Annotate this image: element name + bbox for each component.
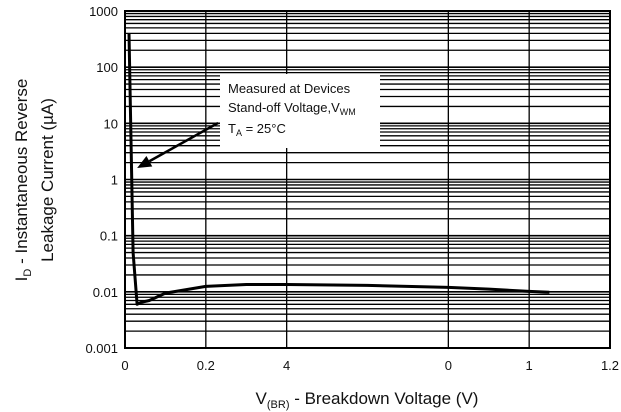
annotation-line-1: Measured at Devices bbox=[228, 81, 351, 96]
y-tick-label: 0.01 bbox=[93, 285, 118, 300]
x-tick-label: 1 bbox=[526, 358, 533, 373]
y-tick-label: 0.001 bbox=[85, 341, 118, 356]
annotation-box bbox=[220, 74, 380, 148]
y-tick-label: 1000 bbox=[89, 4, 118, 19]
annotation-arrow-head bbox=[137, 155, 153, 169]
y-tick-labels: 1000 100 10 1 0.1 0.01 0.001 bbox=[85, 4, 118, 356]
y-tick-label: 1 bbox=[111, 173, 118, 188]
x-tick-label: 1.2 bbox=[601, 358, 619, 373]
grid bbox=[124, 11, 611, 349]
x-tick-label: 0.2 bbox=[197, 358, 215, 373]
y-axis-title-line-2: Leakage Current (µA) bbox=[38, 98, 57, 262]
annotation-line-3: TA = 25°C bbox=[228, 121, 286, 138]
x-tick-label: 0 bbox=[445, 358, 452, 373]
y-tick-label: 100 bbox=[96, 60, 118, 75]
x-axis-title: V(BR) - Breakdown Voltage (V) bbox=[256, 389, 479, 411]
x-tick-label: 4 bbox=[283, 358, 290, 373]
annotation-arrow bbox=[148, 121, 219, 163]
y-axis-title-line-1: ID - Instantaneous Reverse bbox=[12, 79, 34, 282]
leakage-curve bbox=[127, 33, 550, 306]
x-tick-labels: 0 0.2 4 0 1 1.2 bbox=[121, 358, 619, 373]
y-tick-label: 10 bbox=[104, 116, 118, 131]
x-tick-label: 0 bbox=[121, 358, 128, 373]
y-tick-label: 0.1 bbox=[100, 229, 118, 244]
annotation-line-2: Stand-off Voltage,VWM bbox=[228, 100, 356, 117]
plot-frame bbox=[124, 10, 611, 349]
